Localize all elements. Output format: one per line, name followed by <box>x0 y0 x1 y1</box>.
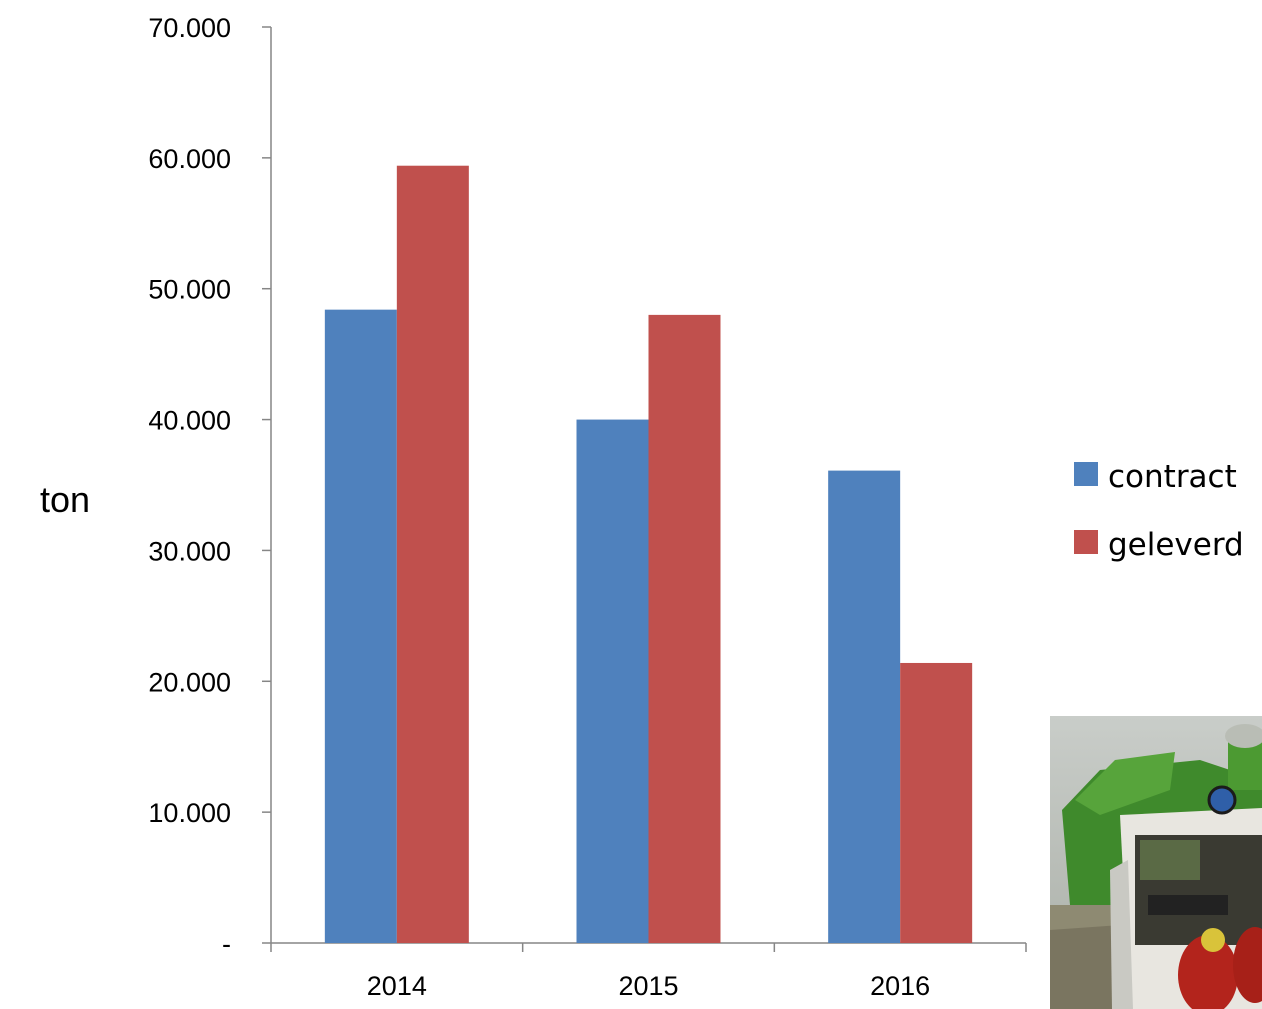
bar-contract-2014 <box>324 309 397 943</box>
x-tick-label: 2016 <box>870 971 930 1001</box>
y-axis-label: ton <box>40 479 90 520</box>
x-axis-ticks: 2014 2015 2016 <box>270 943 1027 1001</box>
y-tick-label: 70.000 <box>148 13 231 43</box>
legend-label-geleverd: geleverd <box>1108 527 1244 563</box>
y-tick-label: - <box>222 929 231 959</box>
y-axis-ticks: - 10.000 20.000 30.000 40.000 50.000 60.000 70.… <box>148 13 271 959</box>
bar-geleverd-2016 <box>900 662 973 943</box>
x-tick-label: 2015 <box>618 971 678 1001</box>
y-tick-label: 60.000 <box>148 144 231 174</box>
y-tick-label: 50.000 <box>148 275 231 305</box>
x-tick-label: 2014 <box>367 971 427 1001</box>
legend-swatch-geleverd <box>1074 530 1098 554</box>
bar-geleverd-2014 <box>396 165 469 944</box>
y-tick-label: 40.000 <box>148 406 231 436</box>
bar-contract-2015 <box>576 419 649 944</box>
chart-legend: contract geleverd <box>1074 459 1244 563</box>
y-tick-label: 10.000 <box>148 798 231 828</box>
bar-contract-2016 <box>828 470 901 943</box>
bar-geleverd-2015 <box>648 314 721 943</box>
harvester-photo <box>1050 716 1262 1009</box>
legend-swatch-contract <box>1074 462 1098 486</box>
y-tick-label: 20.000 <box>148 667 231 697</box>
legend-label-contract: contract <box>1108 459 1237 495</box>
chart-bars <box>324 165 973 944</box>
y-tick-label: 30.000 <box>148 536 231 566</box>
